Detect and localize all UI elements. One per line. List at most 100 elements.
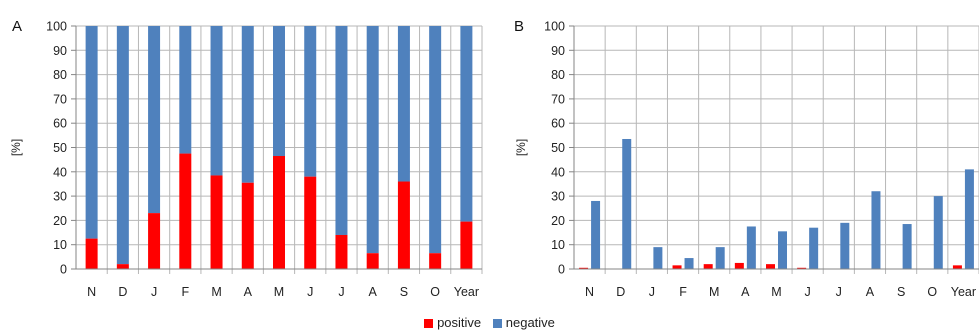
panel-b-bar-negative (715, 247, 725, 269)
panel-a-y-tick-label: 60 (53, 117, 67, 131)
panel-a-bar-positive (460, 221, 473, 269)
panel-a-bar-positive (179, 153, 192, 269)
panel-a-x-tick-label: J (307, 285, 313, 299)
legend-item-negative: negative (492, 315, 555, 331)
panel-a-bar-negative (304, 26, 317, 177)
panel-a-label: A (12, 18, 22, 35)
panel-b-bar-positive (672, 265, 682, 269)
panel-b-bar-positive (797, 267, 807, 269)
panel-a-x-tick-label: F (181, 285, 189, 299)
panel-a-bar-positive (116, 264, 129, 269)
panel-a-bar-positive (335, 234, 348, 269)
panel-b-x-tick-label: O (927, 285, 937, 299)
panel-a-x-tick-label: O (430, 285, 440, 299)
panel-b-y-tick-label: 60 (551, 117, 565, 131)
panel-a-bar-negative (397, 26, 410, 182)
panel-b-bar-negative (778, 231, 787, 269)
panel-a-y-tick-label: 100 (46, 20, 67, 34)
panel-a-bar-negative (273, 26, 285, 157)
panel-b-x-tick-label: F (679, 285, 687, 299)
panel-b-bar-negative (746, 226, 756, 269)
panel-a-x-tick-label: M (274, 285, 284, 299)
panel-a-bar-negative (366, 26, 379, 254)
panel-a-bar-negative (210, 26, 223, 176)
panel-a-bar-positive (241, 182, 254, 269)
panel-a-x-tick-label: J (338, 285, 344, 299)
panel-b-bar-negative (653, 247, 663, 269)
panel-b-bar-negative (591, 200, 601, 269)
panel-b-y-tick-label: 90 (551, 44, 565, 58)
panel-a-x-tick-label: Year (454, 285, 479, 299)
panel-b-bar-positive (734, 262, 744, 269)
panel-a-y-tick-label: 30 (53, 190, 67, 204)
panel-a-bar-positive (429, 253, 442, 269)
panel-b-y-tick-label: 10 (551, 238, 565, 252)
legend-item-positive: positive (424, 315, 481, 331)
panel-b-y-tick-label: 80 (551, 68, 565, 82)
panel-a-x-tick-label: N (87, 285, 96, 299)
panel-a-bar-negative (335, 26, 348, 235)
panel-b-x-tick-label: M (709, 285, 719, 299)
panel-a-bar-positive (148, 213, 161, 269)
panel-b-bar-negative (933, 196, 943, 269)
panel-a-bar-negative (148, 26, 161, 214)
panel-a-bar-negative (241, 26, 254, 183)
panel-a-y-tick-label: 80 (53, 68, 67, 82)
panel-a-y-tick-label: 70 (53, 92, 67, 106)
panel-b-y-tick-label: 0 (558, 263, 565, 277)
panel-b-x-tick-label: J (805, 285, 811, 299)
panel-b-x-tick-label: S (897, 285, 905, 299)
panel-b-bar-negative (840, 222, 850, 269)
panel-b-y-tick-label: 40 (551, 165, 565, 179)
panel-a-y-tick-label: 50 (53, 141, 67, 155)
legend: positive negative (0, 315, 979, 332)
legend-swatch-positive (424, 318, 434, 328)
panel-a-bar-negative (116, 26, 129, 265)
panel-a-y-tick-label: 40 (53, 165, 67, 179)
panel-b-bar-negative (622, 138, 632, 269)
panel-a-y-tick-label: 20 (53, 214, 67, 228)
legend-swatch-negative (492, 318, 502, 328)
panel-b-y-tick-label: 30 (551, 190, 565, 204)
panel-b-x-tick-label: D (616, 285, 625, 299)
panel-b-bar-positive (952, 265, 962, 269)
panel-b-y-tick-label: 100 (544, 20, 565, 34)
panel-a-bar-negative (179, 26, 192, 154)
panel-b-bar-negative (902, 224, 912, 269)
panel-a-bar-positive (397, 181, 410, 269)
panel-b-x-tick-label: N (585, 285, 594, 299)
legend-label-negative: negative (505, 315, 555, 330)
panel-a-y-tick-label: 10 (53, 238, 67, 252)
panel-a-bar-positive (210, 175, 223, 269)
panel-a-bar-negative (429, 26, 442, 254)
panel-b-bar-negative (964, 169, 974, 269)
panel-b-y-tick-label: 20 (551, 214, 565, 228)
panel-b-y-tick-label: 50 (551, 141, 565, 155)
panel-b-bar-positive (703, 264, 713, 269)
panel-a-bar-positive (273, 156, 285, 269)
panel-b-x-tick-label: J (836, 285, 842, 299)
panel-a-x-tick-label: A (244, 285, 253, 299)
panel-a-y-tick-label: 0 (60, 263, 67, 277)
panel-b-label: B (514, 18, 524, 35)
panel-a-bar-negative (460, 26, 473, 222)
panel-a-x-tick-label: D (118, 285, 127, 299)
panel-b-x-tick-label: Year (951, 285, 976, 299)
panel-a-bar-positive (366, 253, 379, 269)
panel-a-x-tick-label: S (400, 285, 408, 299)
panel-a-x-tick-label: J (151, 285, 157, 299)
panel-b-x-tick-label: J (649, 285, 655, 299)
panel-b-y-tick-label: 70 (551, 92, 565, 106)
panel-b-bar-negative (809, 227, 819, 269)
panel-b-y-axis-label: [%] (514, 139, 528, 156)
panel-b-bar-negative (684, 258, 694, 269)
panel-b-bar-positive (579, 267, 589, 269)
panel-a-y-tick-label: 90 (53, 44, 67, 58)
panel-a-x-tick-label: M (211, 285, 221, 299)
panel-b-x-tick-label: M (771, 285, 781, 299)
panel-a-x-tick-label: A (369, 285, 378, 299)
panel-a-bar-negative (85, 26, 98, 239)
panel-a-bar-positive (304, 176, 317, 269)
legend-label-positive: positive (437, 315, 482, 330)
